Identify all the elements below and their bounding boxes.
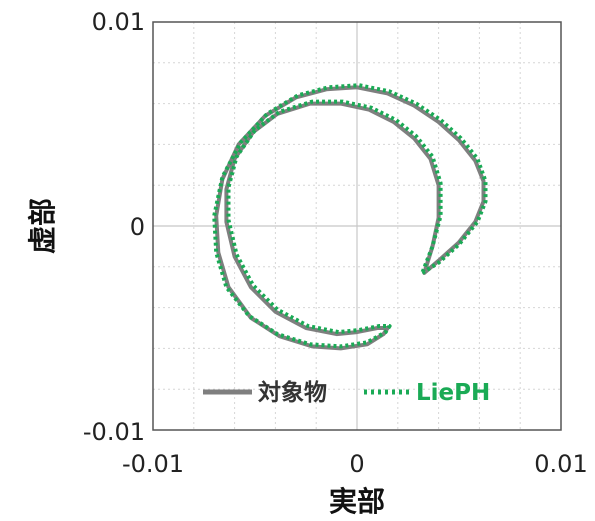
y-tick-label: 0.01 [92,8,145,36]
y-axis-title: 虚部 [26,198,59,254]
y-tick-label: -0.01 [83,418,145,446]
series-layer [212,83,488,351]
x-tick-label: -0.01 [122,450,184,478]
plot-frame [152,21,562,431]
series-line-lieph [212,83,488,349]
x-tick-label: 0 [349,450,364,478]
series-line-target [214,85,486,351]
x-axis-title: 実部 [329,485,385,518]
grid [153,22,561,430]
legend-label-target: 対象物 [258,379,327,406]
y-tick-label: 0 [130,213,145,241]
x-tick-label: 0.01 [534,450,587,478]
legend: 対象物 LiePH [203,379,490,406]
legend-label-lieph: LiePH [416,380,490,406]
